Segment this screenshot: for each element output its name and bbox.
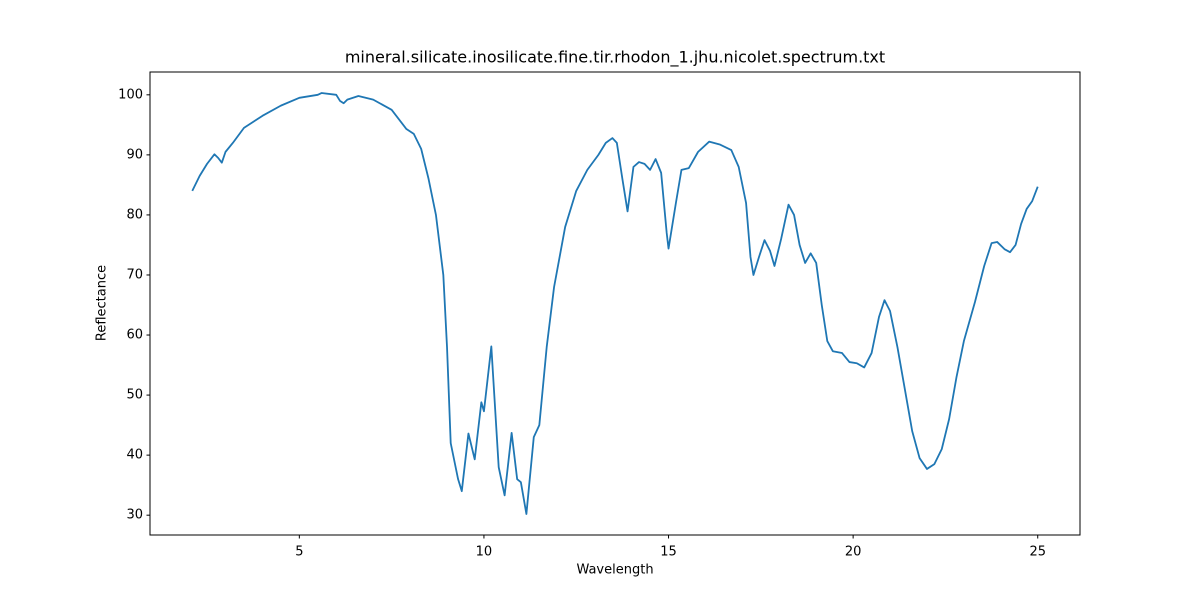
x-tick-label: 10 xyxy=(476,545,493,560)
x-tick-label: 25 xyxy=(1029,545,1046,560)
y-tick-label: 60 xyxy=(126,328,143,343)
y-tick-label: 90 xyxy=(126,147,143,162)
y-axis-label: Reflectance xyxy=(95,265,110,341)
y-tick-label: 100 xyxy=(118,87,143,102)
x-axis-label: Wavelength xyxy=(576,563,653,578)
chart-title: mineral.silicate.inosilicate.fine.tir.rh… xyxy=(345,48,885,68)
y-tick-label: 40 xyxy=(126,448,143,463)
spectrum-line xyxy=(191,92,1039,515)
plot-frame xyxy=(149,71,1081,536)
x-tick-label: 5 xyxy=(295,545,303,560)
y-tick-label: 50 xyxy=(126,388,143,403)
y-tick-label: 30 xyxy=(126,508,143,523)
x-tick-label: 15 xyxy=(660,545,677,560)
x-tick-label: 20 xyxy=(845,545,862,560)
y-tick-label: 70 xyxy=(126,267,143,282)
y-tick-label: 80 xyxy=(126,207,143,222)
